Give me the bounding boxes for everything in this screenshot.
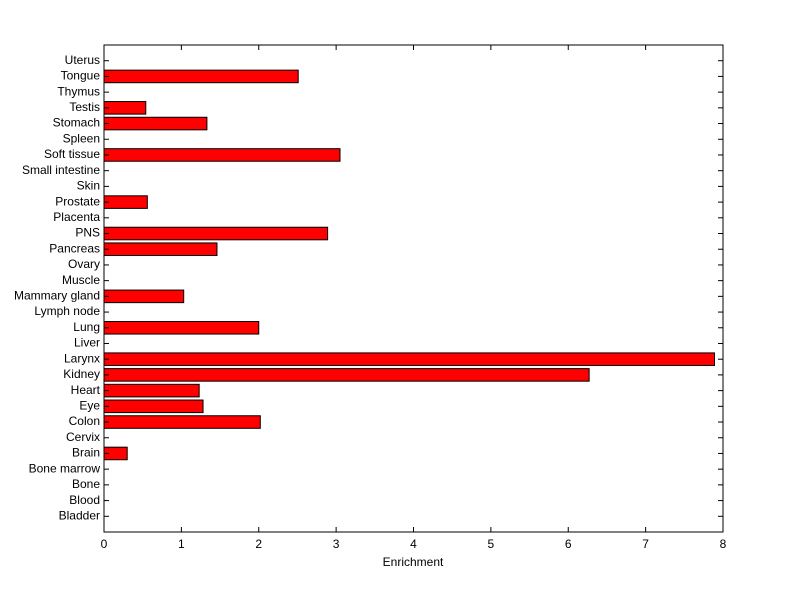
bar xyxy=(103,101,147,115)
y-tick-label: Soft tissue xyxy=(44,147,100,161)
x-tick-label: 6 xyxy=(565,537,572,551)
x-tick-label: 2 xyxy=(255,537,262,551)
bar xyxy=(103,415,261,429)
x-tick-label: 3 xyxy=(333,537,340,551)
x-tick-label: 0 xyxy=(101,537,108,551)
y-tick-label: Liver xyxy=(74,336,100,350)
x-axis-label: Enrichment xyxy=(383,555,444,569)
x-tick-label: 5 xyxy=(488,537,495,551)
y-tick-label: Bladder xyxy=(59,508,100,522)
bar xyxy=(103,352,715,366)
bar xyxy=(103,383,200,398)
y-tick-label: Colon xyxy=(69,414,100,428)
x-tick-label: 4 xyxy=(410,537,417,551)
y-tick-label: Muscle xyxy=(62,273,100,287)
bar xyxy=(103,368,590,382)
y-tick-label: Larynx xyxy=(64,351,100,365)
bar xyxy=(103,116,208,131)
y-tick-label: Brain xyxy=(72,446,100,460)
bar xyxy=(103,289,185,304)
y-tick-label: Ovary xyxy=(68,257,100,271)
y-tick-label: Cervix xyxy=(66,430,100,444)
y-tick-label: Thymus xyxy=(57,84,100,98)
plot-frame xyxy=(103,44,724,533)
y-tick-label: Bone marrow xyxy=(29,461,101,475)
y-tick-label: Kidney xyxy=(63,367,100,381)
x-tick-label: 7 xyxy=(642,537,649,551)
y-tick-label: Eye xyxy=(79,398,100,412)
bar xyxy=(103,399,204,414)
y-tick-label: Uterus xyxy=(65,53,100,67)
bar xyxy=(103,226,329,241)
y-tick-label: Prostate xyxy=(55,194,100,208)
y-tick-label: Pancreas xyxy=(49,241,100,255)
bar xyxy=(103,195,148,209)
y-tick-label: Small intestine xyxy=(22,163,100,177)
y-tick-label: PNS xyxy=(75,226,100,240)
y-tick-label: Skin xyxy=(77,179,100,193)
y-tick-label: Spleen xyxy=(63,131,100,145)
y-tick-label: Bone xyxy=(72,477,100,491)
y-tick-label: Lymph node xyxy=(34,304,100,318)
y-tick-label: Heart xyxy=(71,383,101,397)
x-tick-label: 8 xyxy=(720,537,727,551)
bar xyxy=(103,320,260,335)
y-tick-label: Testis xyxy=(69,100,100,114)
x-tick-label: 1 xyxy=(178,537,185,551)
y-tick-label: Placenta xyxy=(53,210,100,224)
y-tick-label: Mammary gland xyxy=(14,289,100,303)
y-tick-label: Tongue xyxy=(61,69,101,83)
y-tick-label: Lung xyxy=(73,320,100,334)
y-tick-label: Blood xyxy=(69,493,100,507)
bar xyxy=(103,242,218,257)
bar xyxy=(103,69,299,84)
bar xyxy=(103,148,341,162)
y-tick-label: Stomach xyxy=(53,116,100,130)
